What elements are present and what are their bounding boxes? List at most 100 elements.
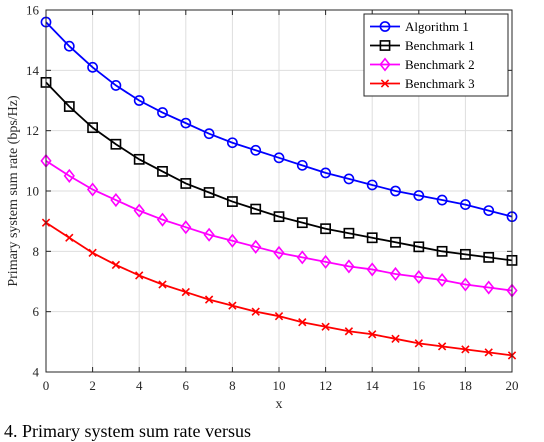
- data-point: [413, 269, 425, 285]
- data-point: [251, 307, 260, 316]
- legend: Algorithm 1 Benchmark 1 Benchmark 2 Benchma…: [363, 13, 509, 97]
- data-point: [110, 138, 122, 150]
- data-point: [110, 80, 122, 91]
- data-point: [413, 241, 425, 253]
- data-point: [459, 199, 471, 210]
- data-point: [296, 159, 308, 171]
- series-line: [45, 81, 513, 262]
- data-point: [321, 322, 330, 331]
- data-point: [180, 178, 192, 189]
- data-point: [366, 262, 378, 277]
- data-point: [111, 260, 121, 270]
- data-point: [390, 236, 401, 248]
- data-point: [87, 61, 98, 73]
- data-point: [273, 152, 285, 164]
- data-point: [273, 245, 285, 260]
- legend-marker: [379, 57, 391, 72]
- data-point: [368, 330, 377, 339]
- data-point: [298, 318, 307, 327]
- x-tick-label: 4: [136, 378, 143, 393]
- data-point: [86, 182, 99, 197]
- data-point: [63, 40, 75, 52]
- data-point: [459, 248, 471, 260]
- x-tick-label: 10: [273, 378, 286, 393]
- data-point: [343, 259, 355, 274]
- data-point: [180, 117, 192, 129]
- data-point: [226, 233, 239, 248]
- data-point: [227, 196, 238, 207]
- data-point: [157, 165, 168, 177]
- y-tick-label: 14: [26, 63, 40, 78]
- data-point: [391, 334, 400, 343]
- data-point: [87, 122, 98, 134]
- series-line: [45, 160, 513, 292]
- data-point: [296, 250, 308, 265]
- x-tick-label: 16: [412, 378, 426, 393]
- data-point: [203, 128, 215, 140]
- data-point: [133, 95, 145, 106]
- data-point: [110, 193, 122, 208]
- legend-label: Algorithm 1: [405, 19, 469, 34]
- data-point: [157, 107, 168, 118]
- legend-marker: [379, 40, 391, 51]
- legend-entry: Benchmark 3: [370, 76, 475, 91]
- data-point: [320, 167, 331, 179]
- data-point: [63, 101, 75, 112]
- x-tick-label: 20: [506, 378, 519, 393]
- legend-marker: [380, 79, 390, 88]
- data-point: [226, 137, 238, 149]
- data-point: [133, 153, 145, 165]
- data-point: [320, 223, 331, 235]
- legend-label: Benchmark 1: [405, 38, 475, 53]
- data-point: [133, 203, 145, 218]
- series-2: [40, 77, 518, 266]
- data-point: [250, 203, 262, 215]
- data-point: [461, 345, 470, 354]
- legend-marker: [379, 21, 391, 32]
- data-point: [343, 227, 355, 239]
- data-point: [414, 339, 423, 348]
- data-point: [366, 232, 378, 244]
- data-point: [203, 227, 215, 242]
- y-tick-label: 4: [33, 365, 40, 380]
- x-tick-label: 2: [89, 378, 96, 393]
- data-point: [344, 327, 354, 336]
- legend-entry: Benchmark 1: [370, 38, 475, 53]
- data-point: [180, 220, 192, 235]
- data-point: [483, 205, 495, 217]
- data-point: [203, 187, 215, 198]
- x-tick-label: 12: [319, 378, 332, 393]
- data-point: [436, 272, 448, 288]
- data-point: [319, 254, 332, 269]
- y-tick-label: 6: [33, 304, 40, 319]
- x-tick-label: 6: [183, 378, 190, 393]
- x-tick-label: 14: [366, 378, 380, 393]
- data-point: [181, 287, 190, 297]
- x-tick-label: 8: [229, 378, 236, 393]
- data-point: [250, 239, 262, 254]
- data-point: [65, 233, 74, 242]
- data-point: [436, 194, 448, 206]
- data-point: [296, 217, 308, 229]
- legend-entry: Algorithm 1: [370, 19, 469, 34]
- data-point: [135, 271, 144, 280]
- ticks: 0 2 4 6 8 10 12 14 16 18 20 4 6 8 10 12 14 16: [26, 3, 519, 394]
- data-point: [484, 348, 493, 357]
- caption-fragment: 4. Primary system sum rate versus: [4, 421, 251, 441]
- data-point: [390, 185, 401, 197]
- data-point: [483, 251, 495, 263]
- x-tick-label: 18: [459, 378, 472, 393]
- legend-box: [363, 13, 509, 97]
- data-point: [366, 179, 378, 191]
- data-point: [437, 342, 447, 351]
- data-point: [274, 312, 284, 321]
- y-tick-label: 12: [26, 123, 39, 138]
- x-tick-label: 0: [43, 378, 50, 393]
- legend-label: Benchmark 2: [405, 57, 475, 72]
- x-axis-label: x: [276, 397, 283, 412]
- y-tick-label: 16: [26, 3, 40, 18]
- data-point: [413, 190, 425, 201]
- legend-label: Benchmark 3: [405, 76, 475, 91]
- series-line: [45, 21, 513, 218]
